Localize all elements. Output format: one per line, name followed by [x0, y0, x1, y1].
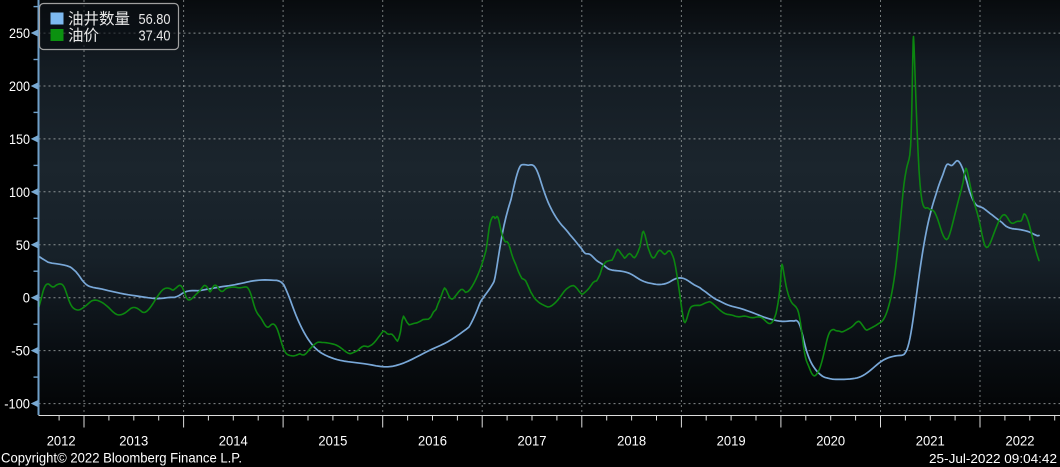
svg-text:0: 0	[23, 290, 30, 306]
svg-text:油价: 油价	[68, 27, 100, 45]
svg-text:油井数量: 油井数量	[68, 10, 130, 28]
svg-text:100: 100	[9, 184, 30, 200]
svg-text:2018: 2018	[617, 433, 646, 449]
svg-text:-50: -50	[11, 343, 30, 359]
svg-text:50: 50	[16, 237, 30, 253]
svg-text:37.40: 37.40	[139, 28, 171, 45]
svg-text:2022: 2022	[1006, 433, 1035, 449]
svg-text:56.80: 56.80	[139, 11, 171, 28]
svg-text:200: 200	[9, 78, 30, 94]
svg-text:2019: 2019	[717, 433, 746, 449]
svg-text:-100: -100	[4, 396, 30, 412]
svg-text:2012: 2012	[47, 433, 76, 449]
svg-text:150: 150	[9, 131, 30, 147]
svg-text:2020: 2020	[816, 433, 845, 449]
svg-text:2016: 2016	[418, 433, 447, 449]
svg-text:2014: 2014	[219, 433, 248, 449]
svg-text:Copyright© 2022 Bloomberg Fina: Copyright© 2022 Bloomberg Finance L.P.	[1, 451, 242, 466]
svg-text:2017: 2017	[518, 433, 547, 449]
svg-text:250: 250	[9, 25, 30, 41]
svg-text:2015: 2015	[318, 433, 347, 449]
svg-text:2013: 2013	[119, 433, 148, 449]
svg-text:2021: 2021	[916, 433, 945, 449]
svg-text:25-Jul-2022 09:04:42: 25-Jul-2022 09:04:42	[929, 451, 1057, 466]
